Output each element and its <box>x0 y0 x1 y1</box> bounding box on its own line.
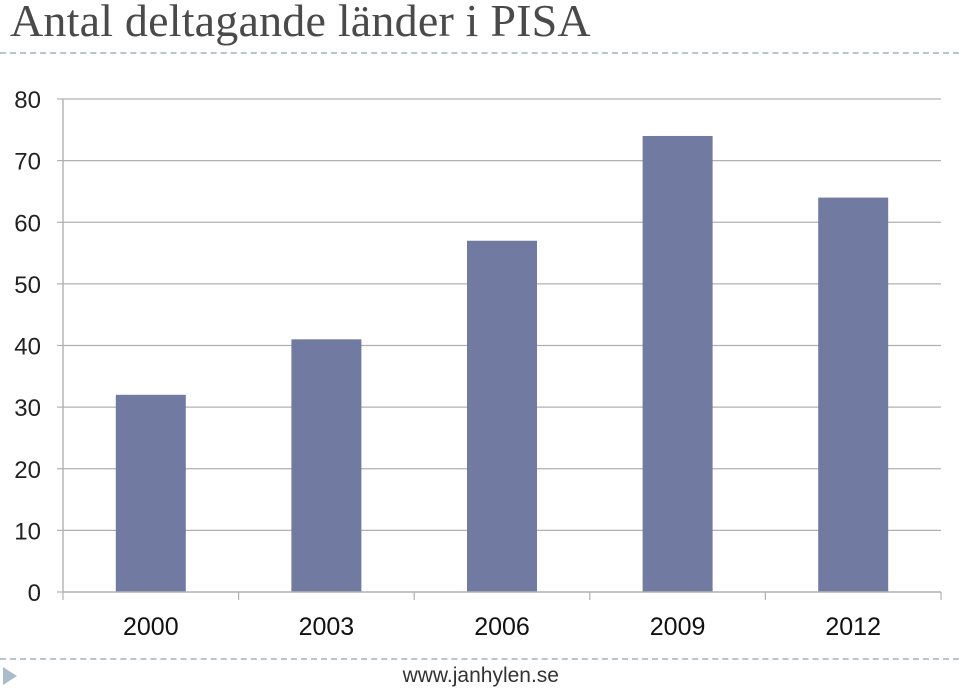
bar-chart: 0 10 20 30 40 50 60 70 80 2000 2003 2006 2009 2012 <box>14 87 942 641</box>
axes <box>62 99 942 600</box>
y-tick-label: 60 <box>14 210 41 237</box>
y-tick-label: 20 <box>14 457 41 484</box>
tick-labels: 0 10 20 30 40 50 60 70 80 2000 2003 2006 2009 2012 <box>14 87 881 641</box>
y-tick-label: 30 <box>14 395 41 422</box>
bars <box>115 135 889 593</box>
bottom-divider <box>0 658 959 660</box>
bar-2006 <box>467 240 537 593</box>
y-tick-label: 40 <box>14 334 41 361</box>
x-tick-label: 2009 <box>650 613 706 641</box>
x-tick-label: 2000 <box>123 613 179 641</box>
y-tick-label: 70 <box>14 149 41 176</box>
play-triangle-icon <box>3 667 17 685</box>
y-tick-label: 10 <box>14 518 41 545</box>
y-tick-label: 80 <box>14 87 41 114</box>
bar-2012 <box>818 197 889 592</box>
top-divider <box>0 52 959 54</box>
x-tick-label: 2006 <box>474 613 530 641</box>
y-tick-label: 50 <box>14 272 41 299</box>
y-tick-label: 0 <box>28 580 41 607</box>
bar-2003 <box>291 339 362 592</box>
x-tick-label: 2003 <box>299 613 355 641</box>
bar-2000 <box>115 394 186 592</box>
x-tick-label: 2012 <box>825 613 881 641</box>
slide-title: Antal deltagande länder i PISA <box>10 0 591 46</box>
bar-2009 <box>642 135 713 592</box>
footer-url: www.janhylen.se <box>402 664 559 687</box>
